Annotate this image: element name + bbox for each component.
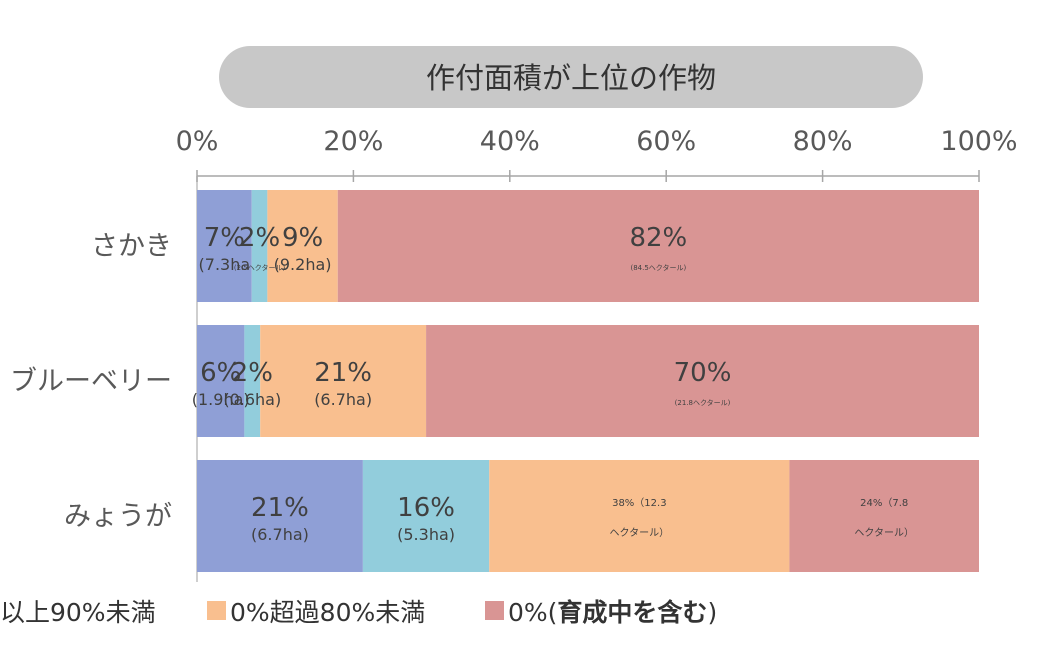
data-sublabel: (0.6ha) [223, 390, 281, 409]
data-label: 6% [200, 358, 241, 388]
category-label: ブルーベリー [10, 366, 172, 397]
x-axis: 0% 20% 40% 60% 80% 100% [176, 126, 1018, 582]
data-label: 24%（7.8 [860, 497, 908, 509]
x-tick-label: 60% [636, 126, 696, 157]
bar-segment [337, 190, 979, 302]
legend-label: 0%(育成中を含む) [508, 598, 717, 627]
data-sublabel: (84.5ヘクタール) [630, 263, 686, 272]
legend-swatch [485, 601, 504, 620]
data-sublabel: (5.3ha) [397, 525, 455, 544]
data-label: 2% [239, 223, 280, 253]
bar-segment [260, 325, 427, 437]
bar-segment [197, 460, 363, 572]
bars [197, 190, 980, 572]
data-label: 82% [629, 223, 687, 253]
data-sublabel: (9.2ha) [274, 255, 332, 274]
bar-segment [789, 460, 979, 572]
bar-segment [267, 190, 338, 302]
legend: 以上90%未満 0%超過80%未満 0%(育成中を含む) [0, 598, 717, 627]
data-sublabel: (6.7ha) [251, 525, 309, 544]
x-tick-label: 40% [480, 126, 540, 157]
data-sublabel: (1.9ha) [192, 390, 250, 409]
legend-label: 以上90%未満 [0, 598, 156, 627]
data-sublabel: ヘクタール） [610, 527, 670, 539]
data-label: 21% [251, 493, 309, 523]
data-label: 21% [314, 358, 372, 388]
data-labels: 7% (7.3ha 2% (2.5ヘクタール) 9% (9.2ha) 82% (84.5ヘクタ… [192, 223, 914, 544]
data-sublabel: ヘクタール） [854, 527, 914, 539]
category-label: みょうが [64, 501, 172, 532]
bar-segment [362, 460, 490, 572]
data-label: 38%（12.3 [612, 497, 667, 509]
data-sublabel: (21.8ヘクタール) [675, 398, 731, 407]
data-sublabel: (2.5ヘクタール) [234, 263, 286, 272]
data-label: 70% [674, 358, 732, 388]
legend-swatch [207, 601, 226, 620]
data-sublabel: (7.3ha [199, 255, 251, 274]
legend-label: 0%超過80%未満 [230, 598, 425, 627]
x-tick-label: 0% [176, 126, 219, 157]
bar-segment [251, 190, 268, 302]
bar-segment [426, 325, 980, 437]
title-background [219, 46, 923, 108]
bar-segment [197, 190, 252, 302]
data-label: 7% [204, 223, 245, 253]
bar-segment [197, 325, 245, 437]
category-label: さかき [91, 231, 172, 262]
data-label: 16% [397, 493, 455, 523]
bar-segment [489, 460, 790, 572]
x-tick-label: 20% [323, 126, 383, 157]
bar-segment [244, 325, 261, 437]
x-tick-label: 80% [793, 126, 853, 157]
data-sublabel: (6.7ha) [314, 390, 372, 409]
chart-title: 作付面積が上位の作物 [426, 61, 716, 95]
data-label: 9% [282, 223, 323, 253]
data-label: 2% [232, 358, 273, 388]
x-tick-label: 100% [940, 126, 1017, 157]
